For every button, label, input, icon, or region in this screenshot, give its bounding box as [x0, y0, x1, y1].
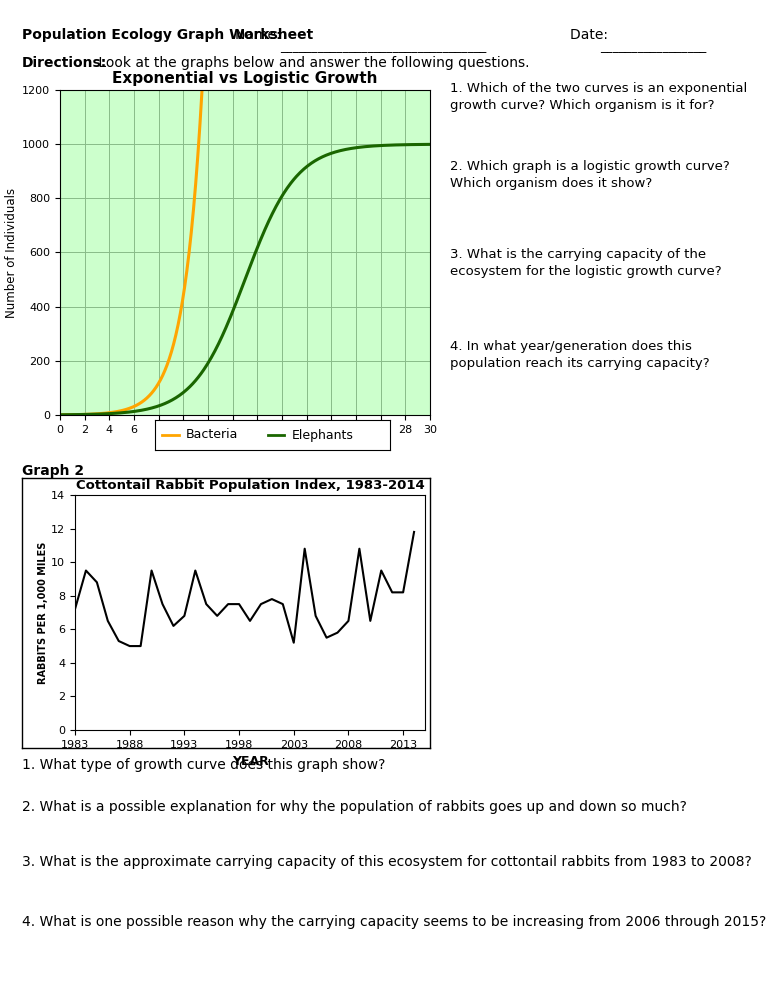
Text: 4. What is one possible reason why the carrying capacity seems to be increasing : 4. What is one possible reason why the c…: [22, 915, 766, 929]
Text: 3. What is the approximate carrying capacity of this ecosystem for cottontail ra: 3. What is the approximate carrying capa…: [22, 855, 752, 869]
Text: 3. What is the carrying capacity of the
ecosystem for the logistic growth curve?: 3. What is the carrying capacity of the …: [450, 248, 722, 278]
Y-axis label: RABBITS PER 1,000 MILES: RABBITS PER 1,000 MILES: [38, 542, 48, 684]
Text: 4. In what year/generation does this
population reach its carrying capacity?: 4. In what year/generation does this pop…: [450, 340, 710, 370]
Text: Look at the graphs below and answer the following questions.: Look at the graphs below and answer the …: [94, 56, 529, 70]
Text: 2. Which graph is a logistic growth curve?
Which organism does it show?: 2. Which graph is a logistic growth curv…: [450, 160, 730, 190]
Text: Directions:: Directions:: [22, 56, 108, 70]
X-axis label: Year/Generation: Year/Generation: [197, 439, 293, 452]
Text: 1. What type of growth curve does this graph show?: 1. What type of growth curve does this g…: [22, 758, 386, 772]
Y-axis label: Number of Individuals: Number of Individuals: [5, 188, 18, 317]
Text: _________________: _________________: [600, 40, 707, 53]
Text: Bacteria: Bacteria: [186, 428, 238, 441]
Title: Cottontail Rabbit Population Index, 1983-2014: Cottontail Rabbit Population Index, 1983…: [75, 479, 425, 492]
Text: Elephants: Elephants: [291, 428, 353, 441]
Title: Exponential vs Logistic Growth: Exponential vs Logistic Growth: [112, 71, 378, 86]
Text: Population Ecology Graph Worksheet: Population Ecology Graph Worksheet: [22, 28, 313, 42]
Text: _________________________________: _________________________________: [280, 40, 486, 53]
Text: 1. Which of the two curves is an exponential
growth curve? Which organism is it : 1. Which of the two curves is an exponen…: [450, 82, 747, 112]
Text: Name:: Name:: [235, 28, 285, 42]
X-axis label: YEAR: YEAR: [232, 755, 268, 768]
Text: Graph 2: Graph 2: [22, 464, 84, 478]
Text: Date:: Date:: [570, 28, 612, 42]
Text: 2. What is a possible explanation for why the population of rabbits goes up and : 2. What is a possible explanation for wh…: [22, 800, 687, 814]
